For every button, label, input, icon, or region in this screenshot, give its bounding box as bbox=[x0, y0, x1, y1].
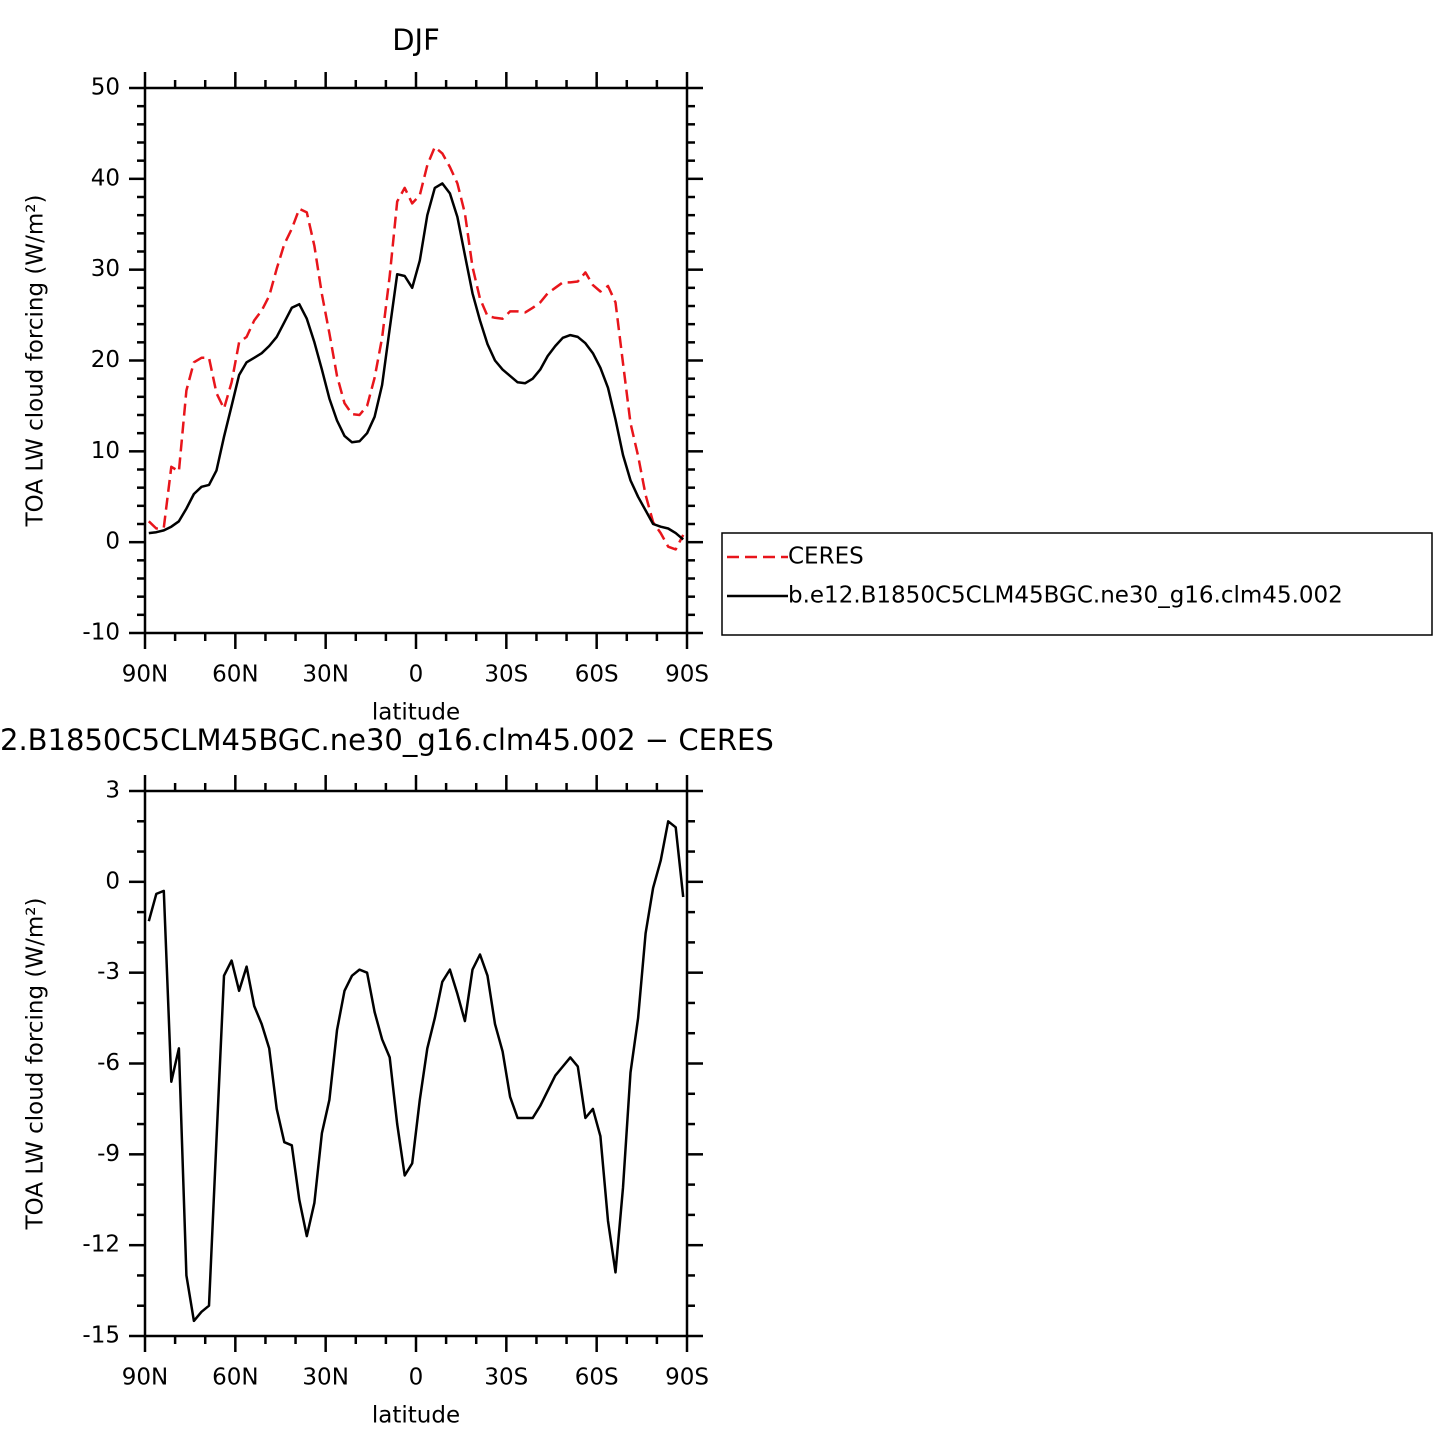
data-line bbox=[148, 182, 685, 541]
x-tick-label: 60S bbox=[575, 1365, 619, 1391]
x-tick-label: 90N bbox=[122, 662, 168, 688]
x-tick-label: 30N bbox=[302, 662, 348, 688]
data-line bbox=[147, 145, 685, 551]
y-tick-label: 30 bbox=[91, 256, 120, 282]
y-tick-label: 3 bbox=[105, 778, 120, 804]
y-tick-label: -3 bbox=[97, 959, 120, 985]
y-tick-label: 0 bbox=[105, 868, 120, 894]
x-tick-label: 30N bbox=[302, 1365, 348, 1391]
x-tick-label: 90S bbox=[665, 1365, 709, 1391]
y-tick-label: 40 bbox=[91, 165, 120, 191]
y-tick-label: 20 bbox=[91, 347, 120, 373]
x-tick-label: 30S bbox=[484, 662, 528, 688]
y-axis-label: TOA LW cloud forcing (W/m²) bbox=[23, 898, 49, 1231]
y-tick-label: 10 bbox=[91, 438, 120, 464]
x-tick-label: 30S bbox=[484, 1365, 528, 1391]
x-tick-label: 90S bbox=[665, 662, 709, 688]
x-tick-label: 90N bbox=[122, 1365, 168, 1391]
x-axis-label: latitude bbox=[372, 1403, 460, 1429]
data-line bbox=[147, 820, 685, 1323]
y-tick-label: 0 bbox=[105, 529, 120, 555]
y-tick-label: -9 bbox=[97, 1141, 120, 1167]
chart-title: 2.B1850C5CLM45BGC.ne30_g16.clm45.002 − C… bbox=[0, 723, 774, 757]
y-tick-label: 50 bbox=[91, 75, 120, 101]
x-tick-label: 0 bbox=[409, 1365, 424, 1391]
legend-label: CERES bbox=[788, 544, 864, 570]
plot-frame bbox=[143, 86, 689, 635]
y-axis-label: TOA LW cloud forcing (W/m²) bbox=[23, 195, 49, 528]
y-tick-label: -6 bbox=[97, 1050, 120, 1076]
chart-title: DJF bbox=[392, 23, 440, 57]
x-tick-label: 0 bbox=[409, 662, 424, 688]
x-tick-label: 60S bbox=[575, 662, 619, 688]
x-tick-label: 60N bbox=[212, 662, 258, 688]
legend-box bbox=[721, 532, 1433, 636]
y-tick-label: -15 bbox=[82, 1323, 120, 1349]
y-tick-label: -12 bbox=[82, 1232, 120, 1258]
legend-label: b.e12.B1850C5CLM45BGC.ne30_g16.clm45.002 bbox=[788, 583, 1343, 609]
y-tick-label: -10 bbox=[82, 620, 120, 646]
x-axis-label: latitude bbox=[372, 700, 460, 726]
x-tick-label: 60N bbox=[212, 1365, 258, 1391]
plot-frame bbox=[143, 789, 689, 1338]
